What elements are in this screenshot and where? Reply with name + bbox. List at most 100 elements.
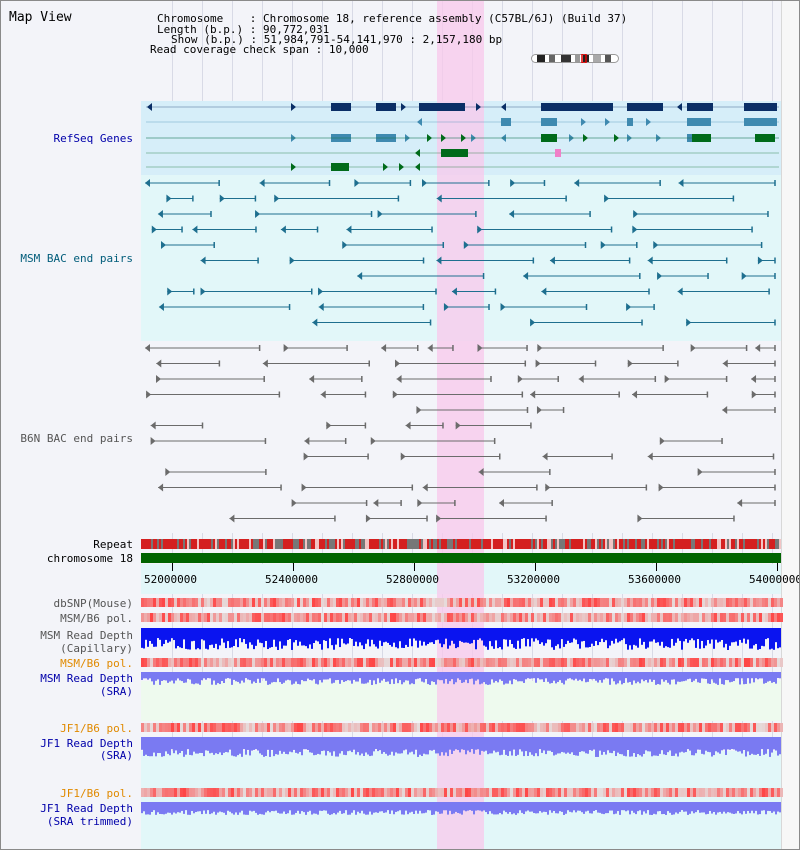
msm-capillary-depth-bar (347, 628, 349, 644)
msm-capillary-depth-bar (281, 628, 283, 649)
msm-capillary-depth-bar (363, 628, 365, 650)
repeat-segment (535, 539, 537, 549)
jf1-sra-depth-bar (267, 737, 269, 750)
jf1-b6-pol-2-heat-cell (663, 788, 666, 797)
b6n-bac-pair-end (664, 375, 670, 383)
jf1-sra-trimmed-depth-bar (435, 802, 437, 812)
jf1-b6-pol-heat-cell (600, 723, 603, 732)
msm-b6-pol-heat-cell (450, 613, 453, 622)
jf1-sra-depth-bar (299, 737, 301, 752)
msm-b6-pol-2-heat-cell (555, 658, 558, 667)
dbsnp-heat-cell (285, 598, 288, 607)
msm-sra-depth-bar (427, 672, 429, 685)
msm-b6-pol-heat-cell (750, 613, 753, 622)
jf1-b6-pol-2-heat-cell (231, 788, 234, 797)
msm-capillary-depth-bar (277, 628, 279, 650)
jf1-sra-depth-bar (221, 737, 223, 756)
jf1-sra-trimmed-depth-bar (777, 802, 779, 812)
jf1-b6-pol-heat-cell (429, 723, 432, 732)
chromosome-ideogram[interactable] (531, 54, 619, 63)
repeat-segment (745, 539, 747, 549)
msm-b6-pol-2-heat-cell (546, 658, 549, 667)
jf1-b6-pol-2-heat-cell (657, 788, 660, 797)
jf1-b6-pol-2-heat-cell (168, 788, 171, 797)
dbsnp-heat-cell (642, 598, 645, 607)
jf1-sra-trimmed-depth-bar (443, 802, 445, 811)
msm-sra-depth-bar (231, 672, 233, 685)
jf1-sra-trimmed-depth-bar (671, 802, 673, 815)
msm-sra-depth-bar (525, 672, 527, 680)
jf1-sra-trimmed-depth-bar (483, 802, 485, 811)
jf1-b6-pol-heat-cell (657, 723, 660, 732)
repeat-segment (369, 539, 371, 549)
msm-b6-pol-2-heat-cell (612, 658, 615, 667)
dbsnp-heat-cell (660, 598, 663, 607)
jf1-b6-pol-heat-cell (186, 723, 189, 732)
msm-b6-pol-2-heat-cell (222, 658, 225, 667)
jf1-sra-depth-bar (229, 737, 231, 750)
jf1-sra-trimmed-depth-bar (287, 802, 289, 814)
msm-b6-pol-heat-cell (441, 613, 444, 622)
jf1-sra-trimmed-depth-bar (599, 802, 601, 813)
refseq-gene-exon (441, 149, 468, 157)
dbsnp-heat-cell (432, 598, 435, 607)
msm-capillary-depth-bar (761, 628, 763, 646)
jf1-sra-depth-bar (485, 737, 487, 751)
jf1-b6-pol-2-heat-cell (384, 788, 387, 797)
jf1-b6-pol-heat-cell (528, 723, 531, 732)
jf1-b6-pol-2-heat-cell (474, 788, 477, 797)
jf1-b6-pol-2-heat-cell (753, 788, 756, 797)
jf1-sra-depth-bar (639, 737, 641, 756)
msm-capillary-depth-bar (431, 628, 433, 643)
dbsnp-heat-cell (258, 598, 261, 607)
axis-tick (414, 563, 415, 571)
b6n-bac-pair-end (392, 390, 398, 399)
dbsnp-heat-cell (150, 598, 153, 607)
msm-bac-pair-end (633, 210, 639, 218)
jf1-b6-pol-heat-cell (615, 723, 618, 732)
msm-b6-pol-heat-cell (156, 613, 159, 622)
msm-sra-depth-bar (169, 672, 171, 682)
jf1-sra-trimmed-depth-bar (261, 802, 263, 815)
msm-b6-pol-heat-cell (321, 613, 324, 622)
msm-capillary-depth-bar (269, 628, 271, 648)
msm-sra-depth-bar (273, 672, 275, 682)
jf1-sra-depth-bar (435, 737, 437, 754)
jf1-sra-trimmed-depth-bar (165, 802, 167, 814)
jf1-sra-trimmed-depth-bar (277, 802, 279, 813)
jf1-sra-trimmed-depth-bar (373, 802, 375, 813)
dbsnp-heat-cell (771, 598, 774, 607)
msm-b6-pol-heat-cell (438, 613, 441, 622)
msm-capillary-depth-bar (621, 628, 623, 641)
repeat-segment (233, 539, 235, 549)
jf1-sra-depth-bar (403, 737, 405, 751)
msm-sra-depth-bar (417, 672, 419, 679)
msm-bac-pair-end (192, 225, 198, 234)
msm-capillary-depth-bar (563, 628, 565, 647)
jf1-sra-trimmed-depth-bar (181, 802, 183, 811)
jf1-sra-depth-bar (587, 737, 589, 754)
jf1-b6-pol-heat-cell (471, 723, 474, 732)
msm-b6-pol-2-heat-cell (642, 658, 645, 667)
msm-sra-depth-bar (775, 672, 777, 684)
msm-sra-depth-bar (249, 672, 251, 681)
repeat-segment (441, 539, 443, 549)
jf1-b6-pol-heat-cell (276, 723, 279, 732)
msm-capillary-depth-bar (179, 628, 181, 648)
msm-capillary-depth-bar (365, 628, 367, 644)
msm-capillary-depth-bar (175, 628, 177, 649)
jf1-b6-pol-2-heat-cell (486, 788, 489, 797)
dbsnp-heat-cell (756, 598, 759, 607)
right-scroll-strip[interactable] (781, 1, 799, 849)
jf1-sra-trimmed-depth-bar (711, 802, 713, 814)
dbsnp-heat-cell (210, 598, 213, 607)
msm-b6-pol-2-heat-cell (522, 658, 525, 667)
jf1-sra-trimmed-depth-bar (173, 802, 175, 813)
msm-capillary-depth-bar (697, 628, 699, 640)
repeat-segment (761, 539, 763, 549)
msm-capillary-depth-bar (311, 628, 313, 649)
jf1-b6-pol-heat-cell (321, 723, 324, 732)
jf1-read-depth-trimmed-sub-label: (SRA trimmed) (46, 815, 133, 828)
jf1-sra-trimmed-depth-bar (389, 802, 391, 814)
